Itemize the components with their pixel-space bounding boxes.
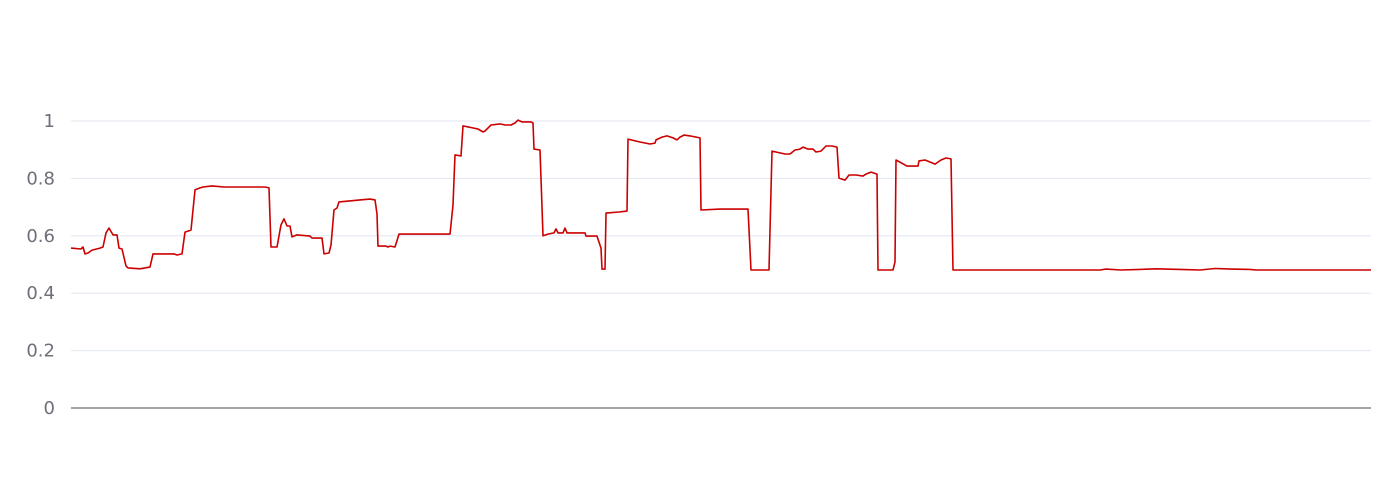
y-tick-label: 0.8 xyxy=(26,168,55,189)
y-tick-label: 0.6 xyxy=(26,226,55,247)
grid-lines xyxy=(71,120,1371,352)
y-tick-label: 1 xyxy=(44,111,55,132)
y-axis-labels: 0 0.2 0.4 0.6 0.8 1 xyxy=(26,111,55,419)
y-tick-label: 0 xyxy=(44,398,55,419)
y-tick-label: 0.4 xyxy=(26,283,55,304)
series-line xyxy=(70,119,1371,271)
y-tick-label: 0.2 xyxy=(26,341,55,362)
